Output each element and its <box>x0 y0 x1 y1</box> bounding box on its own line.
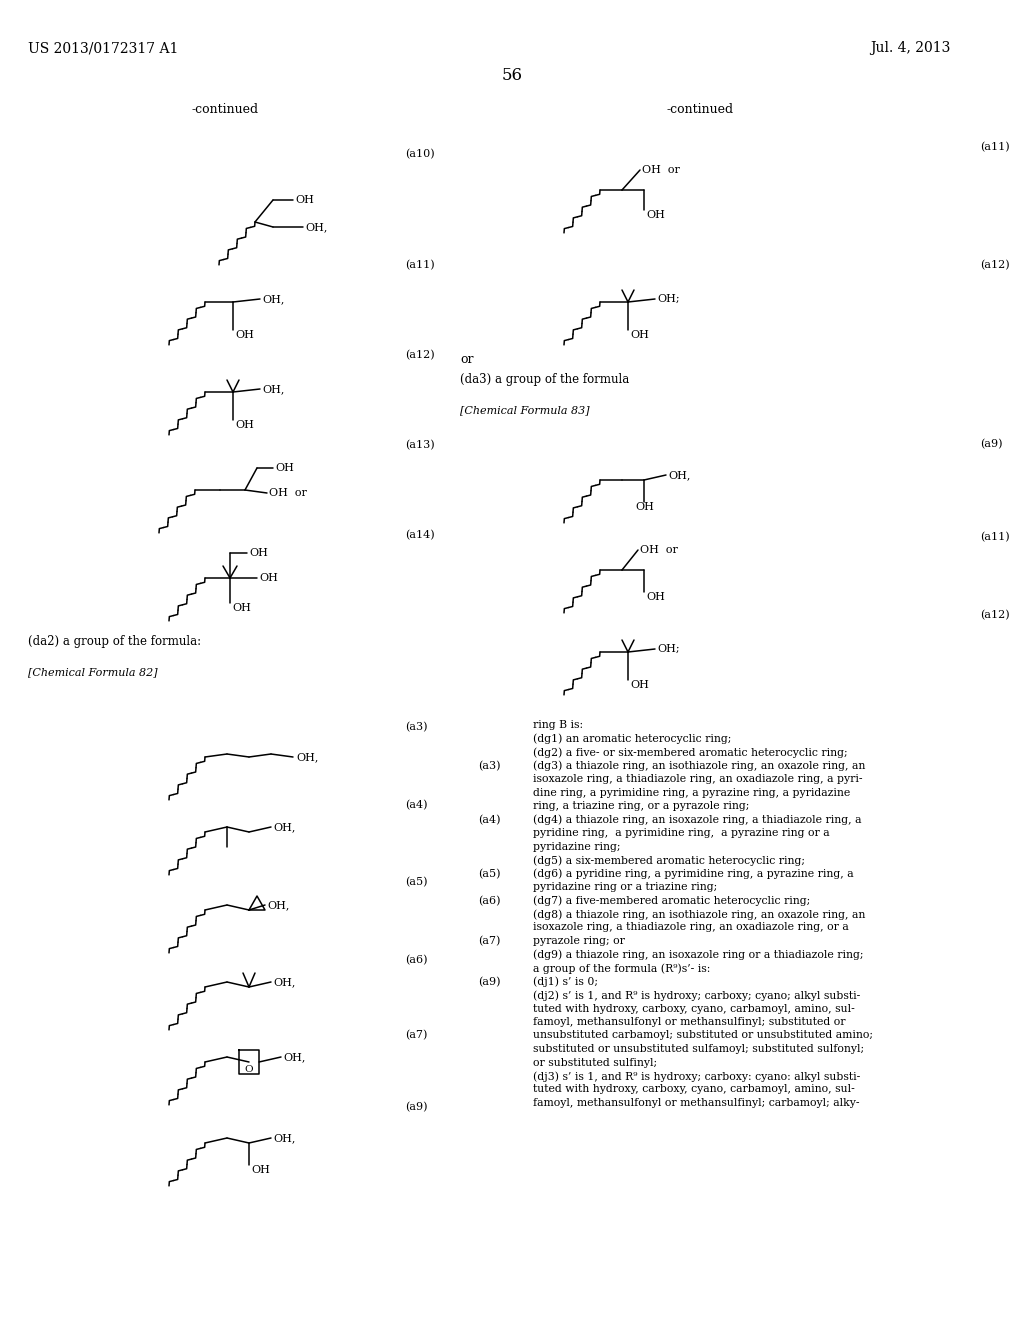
Text: OH: OH <box>232 603 251 612</box>
Text: famoyl, methansulfonyl or methansulfinyl; carbamoyl; alky-: famoyl, methansulfonyl or methansulfinyl… <box>534 1098 859 1107</box>
Text: or substituted sulfinyl;: or substituted sulfinyl; <box>534 1057 657 1068</box>
Text: (dg5) a six-membered aromatic heterocyclic ring;: (dg5) a six-membered aromatic heterocycl… <box>534 855 805 866</box>
Text: pyrazole ring; or: pyrazole ring; or <box>534 936 625 946</box>
Text: (dj2) s’ is 1, and R⁹ is hydroxy; carboxy; cyano; alkyl substi-: (dj2) s’ is 1, and R⁹ is hydroxy; carbox… <box>534 990 860 1001</box>
Text: OH: OH <box>646 210 665 220</box>
Text: OH: OH <box>630 330 649 341</box>
Text: (a12): (a12) <box>980 260 1010 271</box>
Text: OH;: OH; <box>657 294 680 304</box>
Text: (dg1) an aromatic heterocyclic ring;: (dg1) an aromatic heterocyclic ring; <box>534 734 731 744</box>
Text: (dg8) a thiazole ring, an isothiazole ring, an oxazole ring, an: (dg8) a thiazole ring, an isothiazole ri… <box>534 909 865 920</box>
Text: substituted or unsubstituted sulfamoyl; substituted sulfonyl;: substituted or unsubstituted sulfamoyl; … <box>534 1044 864 1053</box>
Text: (a13): (a13) <box>406 440 434 450</box>
Text: (a11): (a11) <box>406 260 434 271</box>
Text: (dg7) a five-membered aromatic heterocyclic ring;: (dg7) a five-membered aromatic heterocyc… <box>534 895 810 906</box>
Text: isoxazole ring, a thiadiazole ring, an oxadiazole ring, or a: isoxazole ring, a thiadiazole ring, an o… <box>534 923 849 932</box>
Text: (a9): (a9) <box>478 977 501 987</box>
Text: tuted with hydroxy, carboxy, cyano, carbamoyl, amino, sul-: tuted with hydroxy, carboxy, cyano, carb… <box>534 1003 855 1014</box>
Text: unsubstituted carbamoyl; substituted or unsubstituted amino;: unsubstituted carbamoyl; substituted or … <box>534 1031 873 1040</box>
Text: ring B is:: ring B is: <box>534 719 583 730</box>
Text: (a9): (a9) <box>406 1102 427 1111</box>
Text: OH,: OH, <box>273 1133 295 1143</box>
Text: 56: 56 <box>502 67 522 84</box>
Text: [Chemical Formula 83]: [Chemical Formula 83] <box>460 405 590 414</box>
Text: OH,: OH, <box>262 294 285 304</box>
Text: (da3) a group of the formula: (da3) a group of the formula <box>460 374 630 385</box>
Text: -continued: -continued <box>191 103 259 116</box>
Text: OH  or: OH or <box>642 165 680 176</box>
Text: OH;: OH; <box>657 644 680 653</box>
Text: (a11): (a11) <box>980 141 1010 152</box>
Text: (dg6) a pyridine ring, a pyrimidine ring, a pyrazine ring, a: (dg6) a pyridine ring, a pyrimidine ring… <box>534 869 854 879</box>
Text: a group of the formula (R⁹)s’- is:: a group of the formula (R⁹)s’- is: <box>534 964 711 974</box>
Text: -continued: -continued <box>667 103 733 116</box>
Text: (a6): (a6) <box>478 895 501 906</box>
Text: (a7): (a7) <box>478 936 501 946</box>
Text: ring, a triazine ring, or a pyrazole ring;: ring, a triazine ring, or a pyrazole rin… <box>534 801 750 810</box>
Text: (dj3) s’ is 1, and R⁹ is hydroxy; carboxy: cyano: alkyl substi-: (dj3) s’ is 1, and R⁹ is hydroxy; carbox… <box>534 1071 860 1081</box>
Text: OH,: OH, <box>305 222 328 232</box>
Text: (a10): (a10) <box>406 149 434 158</box>
Text: OH: OH <box>251 1166 270 1175</box>
Text: dine ring, a pyrimidine ring, a pyrazine ring, a pyridazine: dine ring, a pyrimidine ring, a pyrazine… <box>534 788 850 797</box>
Text: pyridazine ring;: pyridazine ring; <box>534 842 621 851</box>
Text: (dg9) a thiazole ring, an isoxazole ring or a thiadiazole ring;: (dg9) a thiazole ring, an isoxazole ring… <box>534 949 863 960</box>
Text: (dg2) a five- or six-membered aromatic heterocyclic ring;: (dg2) a five- or six-membered aromatic h… <box>534 747 848 758</box>
Text: (a6): (a6) <box>406 954 427 965</box>
Text: OH  or: OH or <box>640 545 678 554</box>
Text: (a9): (a9) <box>980 438 1002 449</box>
Text: famoyl, methansulfonyl or methansulfinyl; substituted or: famoyl, methansulfonyl or methansulfinyl… <box>534 1016 846 1027</box>
Text: (a4): (a4) <box>406 800 427 810</box>
Text: (da2) a group of the formula:: (da2) a group of the formula: <box>28 635 201 648</box>
Text: (a12): (a12) <box>980 610 1010 620</box>
Text: OH: OH <box>635 502 654 512</box>
Text: tuted with hydroxy, carboxy, cyano, carbamoyl, amino, sul-: tuted with hydroxy, carboxy, cyano, carb… <box>534 1085 855 1094</box>
Text: O: O <box>245 1065 253 1074</box>
Text: [Chemical Formula 82]: [Chemical Formula 82] <box>28 667 158 677</box>
Text: OH  or: OH or <box>269 488 307 498</box>
Text: (a4): (a4) <box>478 814 501 825</box>
Text: OH: OH <box>630 680 649 690</box>
Text: US 2013/0172317 A1: US 2013/0172317 A1 <box>28 41 178 55</box>
Text: (dj1) s’ is 0;: (dj1) s’ is 0; <box>534 977 598 987</box>
Text: OH,: OH, <box>273 977 295 987</box>
Text: (a5): (a5) <box>406 876 427 887</box>
Text: (dg4) a thiazole ring, an isoxazole ring, a thiadiazole ring, a: (dg4) a thiazole ring, an isoxazole ring… <box>534 814 861 825</box>
Text: pyridazine ring or a triazine ring;: pyridazine ring or a triazine ring; <box>534 882 717 892</box>
Text: (a14): (a14) <box>406 529 434 540</box>
Text: (a7): (a7) <box>406 1030 427 1040</box>
Text: OH: OH <box>234 330 254 341</box>
Text: (a12): (a12) <box>406 350 434 360</box>
Text: (a5): (a5) <box>478 869 501 879</box>
Text: OH,: OH, <box>296 752 318 762</box>
Text: OH: OH <box>295 195 314 205</box>
Text: OH,: OH, <box>267 900 290 909</box>
Text: OH,: OH, <box>262 384 285 393</box>
Text: OH: OH <box>249 548 268 558</box>
Text: (dg3) a thiazole ring, an isothiazole ring, an oxazole ring, an: (dg3) a thiazole ring, an isothiazole ri… <box>534 760 865 771</box>
Text: (a3): (a3) <box>478 760 501 771</box>
Text: Jul. 4, 2013: Jul. 4, 2013 <box>870 41 950 55</box>
Text: OH,: OH, <box>668 470 690 480</box>
Text: isoxazole ring, a thiadiazole ring, an oxadiazole ring, a pyri-: isoxazole ring, a thiadiazole ring, an o… <box>534 774 862 784</box>
Text: OH,: OH, <box>273 822 295 832</box>
Text: (a11): (a11) <box>980 532 1010 543</box>
Text: OH,: OH, <box>283 1052 305 1063</box>
Text: OH: OH <box>234 420 254 430</box>
Text: or: or <box>460 352 473 366</box>
Text: OH: OH <box>646 591 665 602</box>
Text: OH: OH <box>259 573 278 583</box>
Text: pyridine ring,  a pyrimidine ring,  a pyrazine ring or a: pyridine ring, a pyrimidine ring, a pyra… <box>534 828 829 838</box>
Text: OH: OH <box>275 463 294 473</box>
Text: (a3): (a3) <box>406 722 427 733</box>
